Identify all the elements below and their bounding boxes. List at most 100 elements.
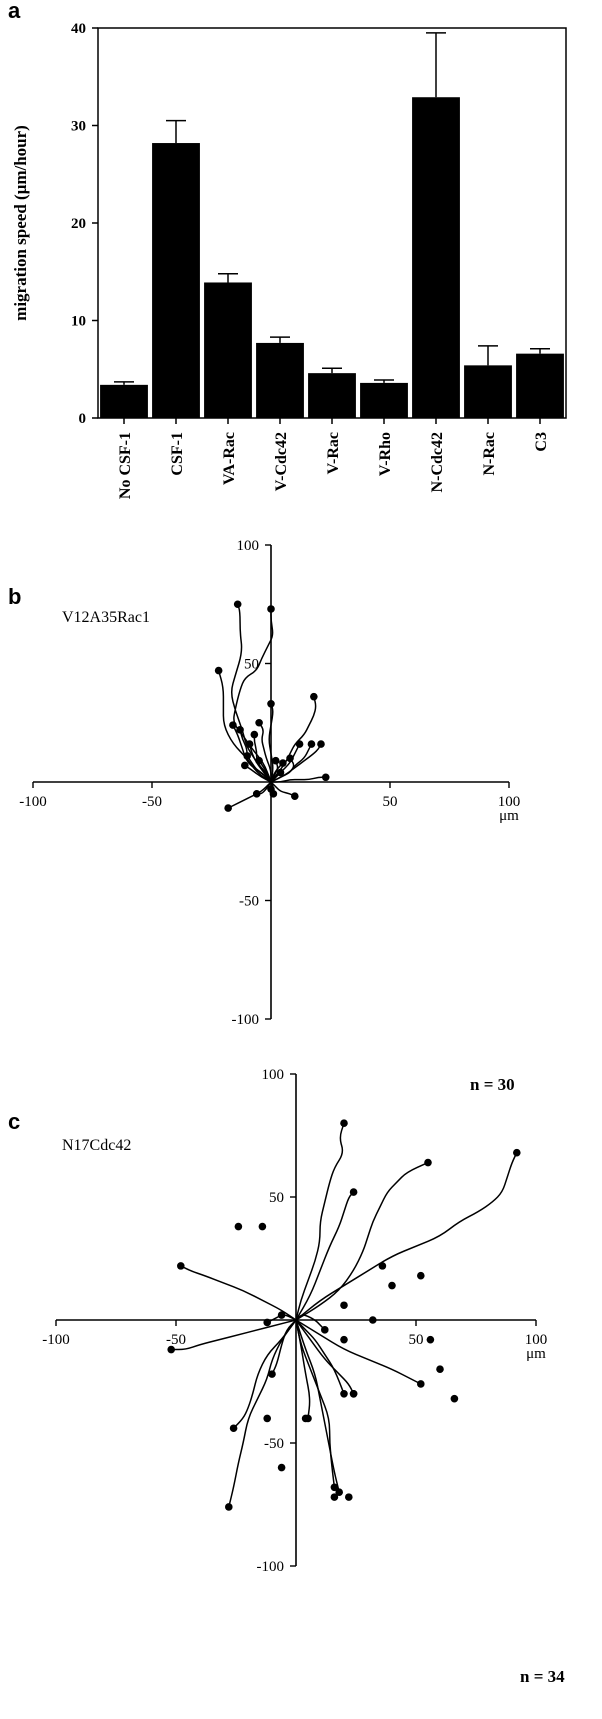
- track-endpoint: [317, 740, 325, 748]
- category-labels: No CSF-1 CSF-1 VA-Rac V-Cdc42 V-Rac V-Rho N-Cd…: [117, 418, 550, 499]
- panel-letter-a: a: [8, 0, 21, 23]
- track-endpoint: [214, 666, 223, 675]
- cell-track: [271, 1319, 297, 1375]
- x-tick-label: 100: [525, 1332, 548, 1348]
- y-tick-label: 100: [237, 538, 260, 554]
- track-endpoint: [177, 1262, 185, 1270]
- cell-track: [258, 760, 272, 783]
- category-label: N-Cdc42: [429, 432, 446, 492]
- cell-track: [295, 1314, 326, 1331]
- cell-track: [295, 1152, 518, 1321]
- track-endpoint: [340, 1390, 348, 1398]
- y-tick-label: 0: [79, 411, 87, 427]
- panel-b: b V12A35Rac1 -100 -50 50 100μm10050-50-100 …: [8, 538, 520, 1094]
- category-label: VA-Rac: [221, 432, 238, 485]
- track-endpoint: [276, 768, 285, 777]
- track-endpoint: [234, 1222, 243, 1231]
- category-label: N-Rac: [481, 432, 498, 476]
- axis-unit: μm: [499, 808, 519, 824]
- track-endpoint: [271, 756, 280, 765]
- y-tick-label: 50: [269, 1190, 284, 1206]
- category-label: V-Cdc42: [273, 432, 290, 491]
- category-label: C3: [533, 432, 550, 452]
- y-tick-label: 30: [71, 119, 86, 135]
- track-endpoint: [167, 1345, 175, 1354]
- track-endpoint: [340, 1301, 348, 1310]
- bar: [204, 282, 252, 418]
- track-endpoint: [301, 1414, 310, 1423]
- y-tick-label: 20: [71, 216, 86, 232]
- cell-track: [227, 781, 272, 809]
- track-endpoint: [450, 1394, 459, 1403]
- category-label: CSF-1: [169, 432, 186, 476]
- cell-track: [246, 755, 272, 783]
- bar: [100, 384, 148, 418]
- bar: [516, 353, 564, 418]
- x-tick-label: -100: [42, 1332, 70, 1348]
- track-endpoint: [291, 792, 299, 801]
- panel-c-subtitle: N17Cdc42: [62, 1137, 131, 1154]
- track-endpoint: [307, 740, 316, 748]
- track-endpoint: [279, 759, 287, 767]
- cell-track: [258, 722, 272, 783]
- x-tick-label: -50: [166, 1332, 186, 1348]
- track-endpoint: [321, 1326, 329, 1334]
- track-endpoint: [267, 699, 275, 708]
- cell-track: [295, 1319, 422, 1385]
- track-endpoint: [229, 1424, 238, 1433]
- bar: [464, 365, 512, 418]
- track-endpoint: [378, 1262, 387, 1270]
- track-endpoint: [233, 600, 242, 609]
- track-endpoint: [250, 730, 259, 739]
- y-tick-label: 100: [262, 1067, 285, 1083]
- track-endpoint: [335, 1488, 344, 1496]
- track-endpoint: [436, 1365, 444, 1373]
- track-endpoint: [243, 752, 251, 760]
- cell-track: [295, 1161, 429, 1321]
- track-endpoint: [255, 756, 263, 765]
- x-tick-label: -100: [19, 794, 47, 810]
- y-tick-label: -50: [239, 894, 259, 910]
- y-tick-label: 10: [71, 314, 86, 330]
- track-endpoint: [258, 1222, 267, 1231]
- track-endpoint: [268, 1370, 276, 1378]
- y-tick-label: 50: [244, 657, 259, 673]
- y-tick-label: -50: [264, 1436, 284, 1452]
- cell-track: [268, 703, 274, 783]
- category-label: No CSF-1: [117, 432, 134, 499]
- bar: [256, 342, 304, 418]
- trajectory-tracks-b: [214, 600, 330, 812]
- track-endpoint: [330, 1483, 339, 1492]
- x-tick-label: 100: [498, 794, 521, 810]
- track-endpoint: [388, 1281, 396, 1290]
- trajectory-tracks-c: [167, 1119, 521, 1511]
- cell-track: [295, 1122, 345, 1321]
- panel-letter-c: c: [8, 1109, 20, 1134]
- cell-track: [228, 1319, 297, 1508]
- y-axis-ticks: 0 10 20 30 40: [71, 21, 98, 427]
- category-label: V-Rho: [377, 432, 394, 476]
- category-label: V-Rac: [325, 432, 342, 474]
- track-endpoint: [340, 1335, 348, 1344]
- track-endpoint: [349, 1390, 358, 1398]
- track-endpoint: [236, 726, 244, 734]
- x-tick-label: -50: [142, 794, 162, 810]
- cell-track: [271, 776, 326, 783]
- track-endpoint: [267, 605, 275, 613]
- track-endpoint: [245, 740, 254, 748]
- cell-track: [295, 1319, 355, 1395]
- y-tick-label: -100: [232, 1012, 260, 1028]
- cell-track: [295, 1319, 340, 1493]
- track-endpoint: [263, 1414, 272, 1423]
- cell-track: [180, 1265, 297, 1321]
- track-endpoint: [310, 692, 318, 701]
- track-endpoint: [321, 773, 330, 782]
- track-endpoint: [269, 790, 278, 798]
- bar: [360, 382, 408, 418]
- x-tick-label: 50: [383, 794, 398, 810]
- cell-track: [295, 1191, 355, 1321]
- axis-unit: μm: [526, 1346, 546, 1362]
- panel-a: a 0 10 20 30 40 No CSF-1 CSF-1 VA-Rac V-Cdc42 V-…: [8, 0, 567, 499]
- bar: [412, 97, 460, 418]
